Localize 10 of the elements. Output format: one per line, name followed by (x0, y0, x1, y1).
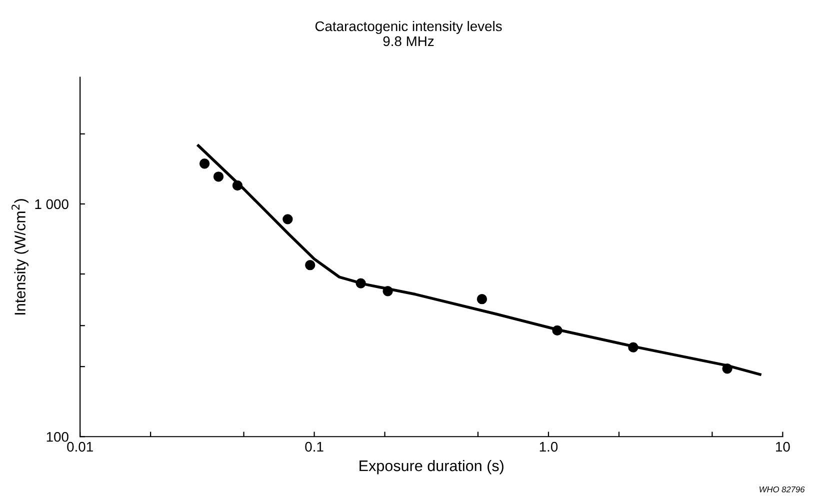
x-tick-label: 0.1 (305, 442, 324, 452)
y-tick-label: 1 000 (35, 199, 68, 210)
y-tick-label: 100 (46, 432, 68, 442)
x-axis-title: Exposure duration (s) (360, 460, 504, 474)
x-tick-label: 0.01 (67, 442, 93, 452)
x-tick-label: 10 (776, 442, 790, 452)
chart-title: Cataractogenic intensity levels 9.8 MHz (315, 20, 502, 46)
y-axis-title: Intensity (W/cm$^{2}$) (12, 199, 28, 314)
text: WHO 82796 (760, 486, 805, 492)
x-tick-label: 1.0 (540, 442, 558, 452)
